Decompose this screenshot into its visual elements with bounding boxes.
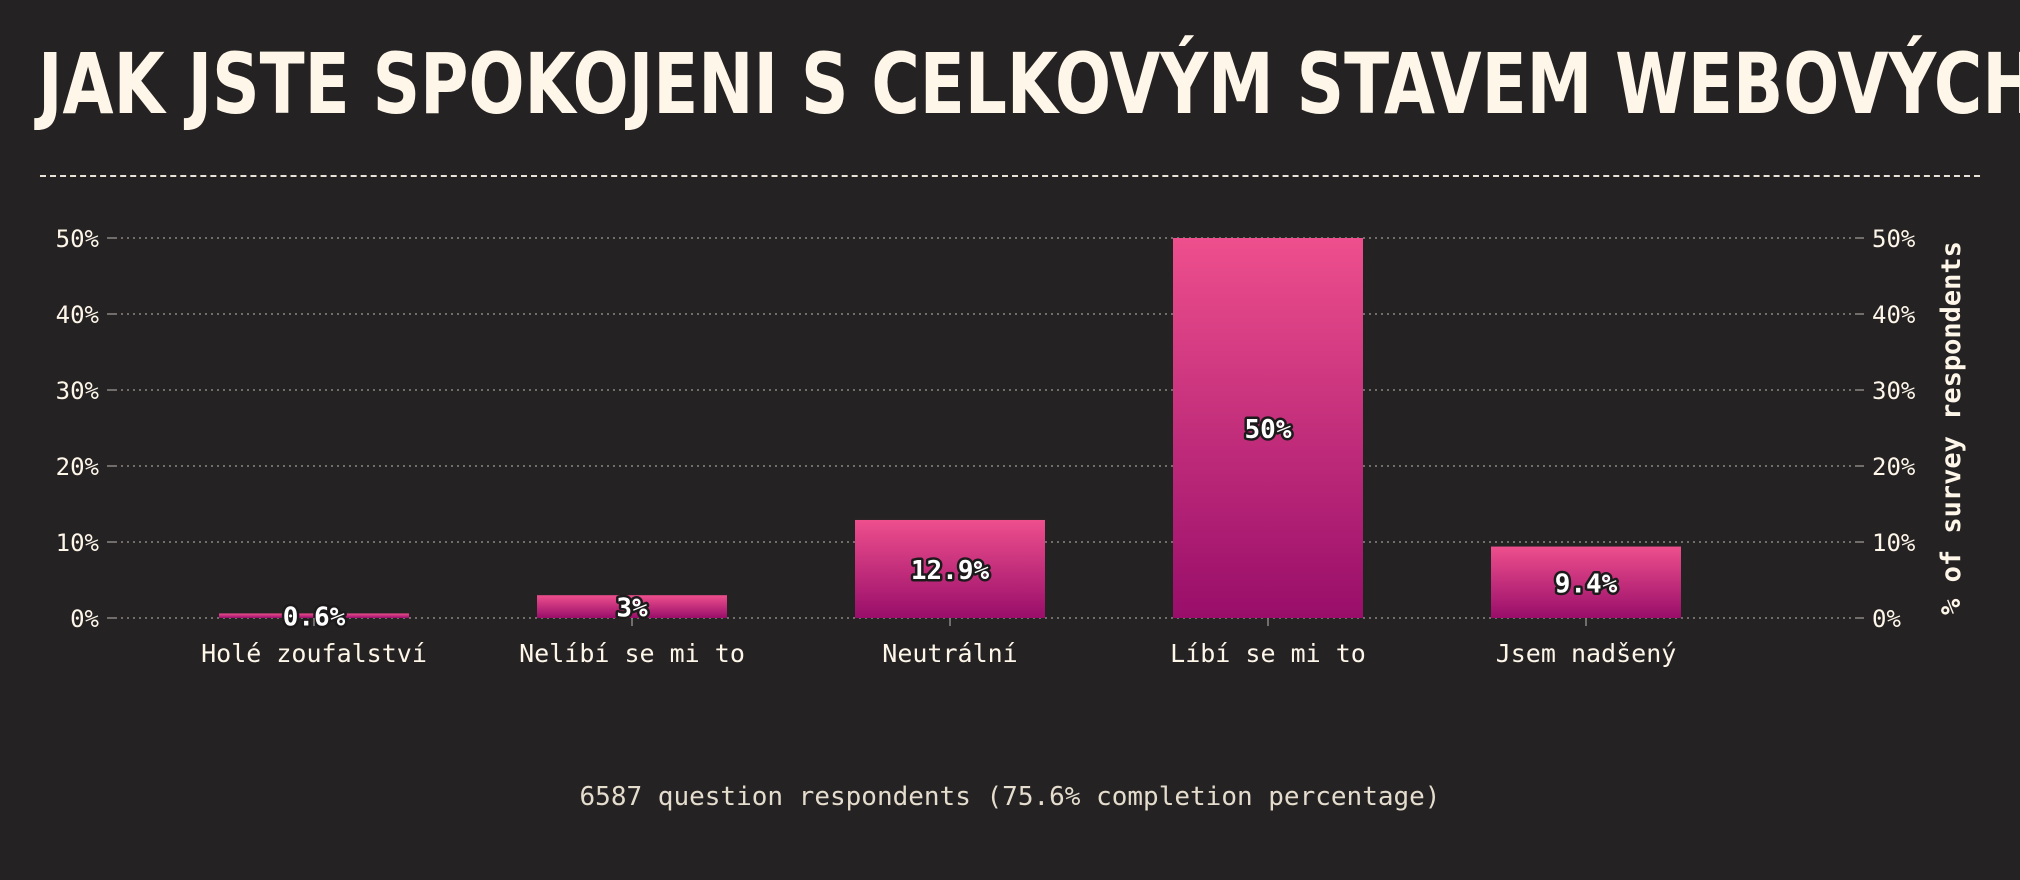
respondents-footnote: 6587 question respondents (75.6% complet… — [579, 782, 1441, 812]
y-tick-label-left: 40% — [56, 301, 100, 329]
bars: 0.6% 3% 12.9% 50% 9.4% — [219, 238, 1681, 635]
bar-value-label: 3% — [616, 594, 648, 624]
bar-chart: 0.6% 3% 12.9% 50% 9.4% 0% 0% 10% 10% 20% 20% 30% 30… — [56, 225, 1967, 668]
y-tick-label-left: 50% — [56, 225, 100, 253]
x-category-label: Líbí se mi to — [1170, 639, 1366, 668]
title-divider — [40, 175, 1980, 177]
y-axis-title: % of survey respondents — [1936, 241, 1967, 615]
y-tick-label-right: 20% — [1872, 453, 1916, 481]
bar — [855, 519, 1045, 618]
y-tick-label-left: 20% — [56, 453, 100, 481]
y-tick-label-right: 40% — [1872, 301, 1916, 329]
bar-value-label: 50% — [1245, 415, 1292, 445]
y-tick-label-right: 0% — [1872, 605, 1901, 633]
y-tick-label-right: 30% — [1872, 377, 1916, 405]
bar-value-label: 9.4% — [1555, 569, 1618, 599]
x-category-label: Jsem nadšený — [1496, 639, 1677, 668]
bar — [219, 613, 409, 618]
y-tick-label-left: 0% — [70, 605, 99, 633]
bar — [537, 595, 727, 618]
y-tick-label-right: 10% — [1872, 529, 1916, 557]
x-category-label: Holé zoufalství — [201, 639, 427, 668]
bar — [1173, 238, 1363, 618]
y-tick-label-left: 10% — [56, 529, 100, 557]
x-category-label: Nelíbí se mi to — [519, 639, 745, 668]
bar-value-label: 12.9% — [911, 556, 990, 586]
y-tick-label-right: 50% — [1872, 225, 1916, 253]
axes: 0% 0% 10% 10% 20% 20% 30% 30% 40% 40% 50% 50% % of s… — [56, 225, 1967, 668]
x-category-label: Neutrální — [882, 639, 1017, 668]
y-tick-label-left: 30% — [56, 377, 100, 405]
bar — [1491, 546, 1681, 618]
chart-title: Jak jste spokojeni s celkovým stavem web… — [38, 35, 2020, 133]
bar-value-label: 0.6% — [283, 603, 346, 633]
